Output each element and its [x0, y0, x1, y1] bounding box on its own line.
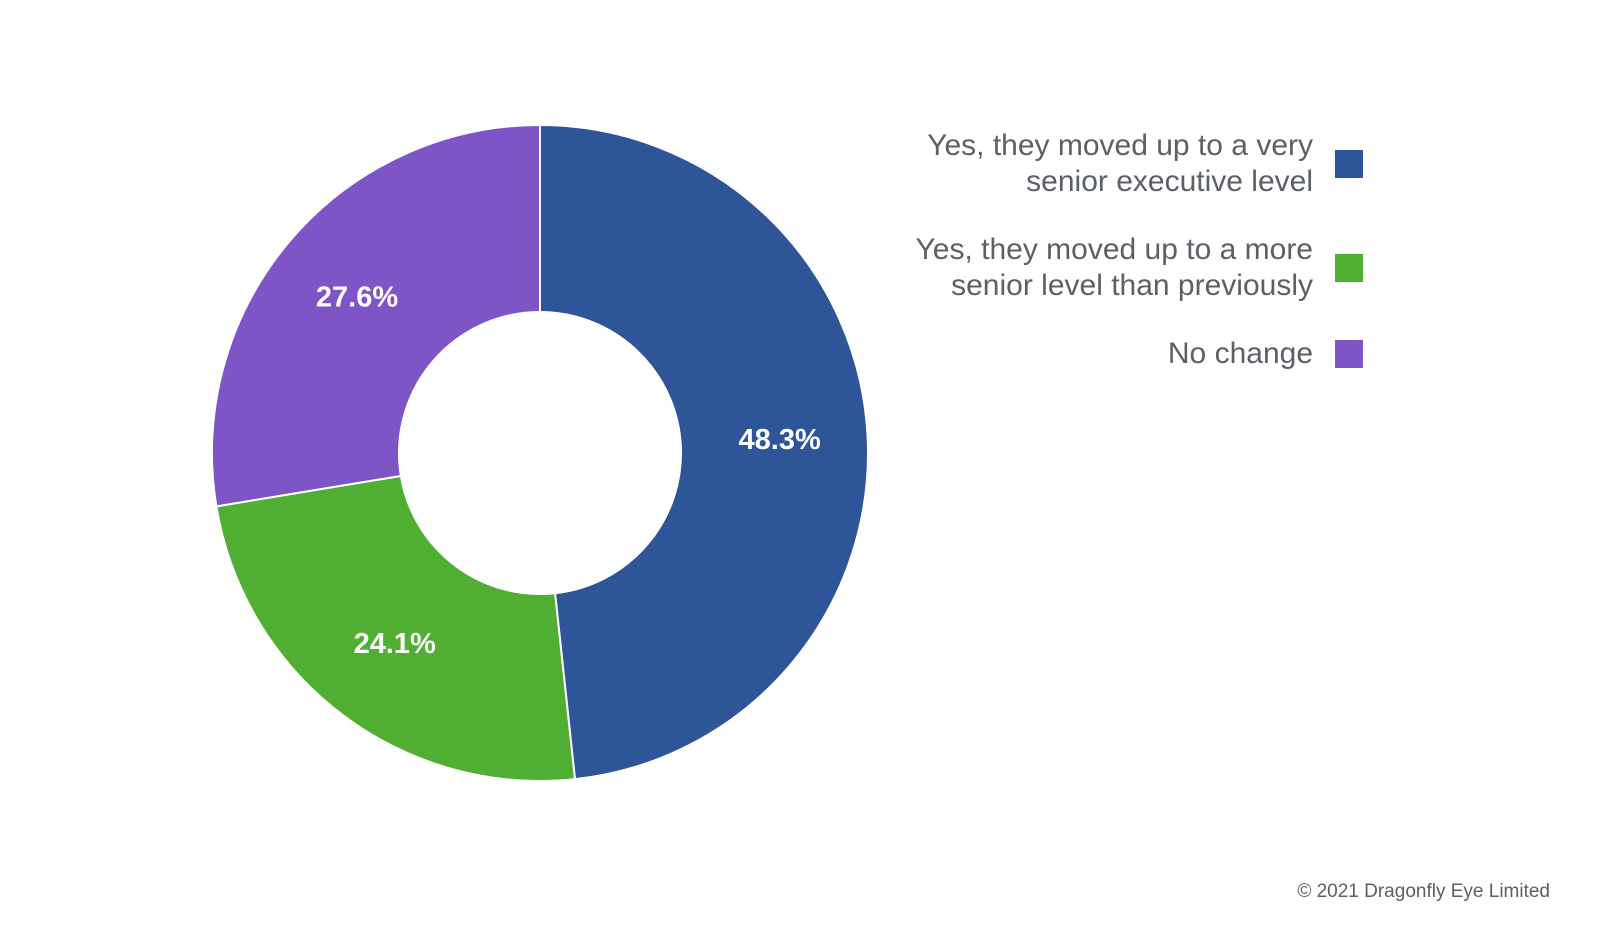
legend-item-more-senior-level: Yes, they moved up to a more senior leve… — [843, 232, 1363, 304]
slice-value-label: 24.1% — [354, 628, 436, 660]
chart-legend: Yes, they moved up to a very senior exec… — [843, 128, 1363, 404]
copyright-notice: © 2021 Dragonfly Eye Limited — [1297, 881, 1550, 902]
slice-no-change — [211, 123, 541, 508]
legend-swatch — [1335, 150, 1363, 178]
legend-swatch — [1335, 340, 1363, 368]
slice-more-senior-level — [215, 474, 577, 782]
legend-label: No change — [1167, 337, 1313, 370]
slice-very-senior-executive — [539, 123, 869, 781]
legend-item-no-change: No change — [843, 336, 1363, 372]
chart-data-labels: 48.3% 24.1% 27.6% — [316, 282, 821, 660]
slice-value-label: 27.6% — [316, 282, 398, 314]
slice-value-label: 48.3% — [739, 424, 821, 456]
chart-slices — [211, 123, 869, 782]
legend-label: Yes, they moved up to a more senior leve… — [915, 233, 1313, 302]
legend-swatch — [1335, 254, 1363, 282]
legend-item-very-senior-executive: Yes, they moved up to a very senior exec… — [843, 128, 1363, 200]
legend-label: Yes, they moved up to a very senior exec… — [927, 129, 1313, 198]
